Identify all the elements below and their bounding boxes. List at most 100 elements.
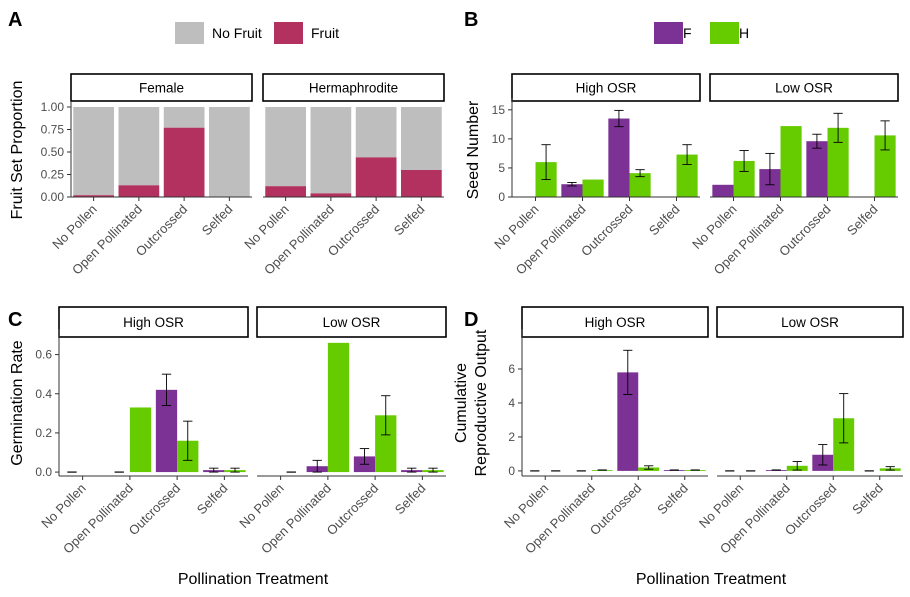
facet-label-d-0: High OSR: [585, 315, 646, 330]
panel-tag-b: B: [464, 9, 478, 31]
bar-H-b-1-3: [874, 135, 896, 197]
bar-H-b-1-1: [780, 126, 802, 197]
facet-label-a-1: Hermaphrodite: [309, 81, 398, 96]
bar-fruit-a-0-1: [118, 185, 160, 197]
bar-H-b-1-0: [733, 160, 755, 197]
y-tick-label-d-1: 2: [508, 430, 515, 444]
x-tick-label-a-1-3: Selfed: [391, 202, 428, 239]
bar-H-b-1-2: [827, 127, 849, 197]
facet-strip-c-0: [58, 306, 249, 338]
y-tick-label-c-1: 0.2: [35, 426, 52, 440]
bar-nofruit-a-0-2: [163, 107, 205, 128]
bar-F-b-1-0: [712, 184, 734, 197]
y-tick-label-a-4: 1.00: [41, 100, 65, 114]
x-tick-label-a-0-3: Selfed: [199, 202, 236, 239]
facet-label-c-0: High OSR: [123, 315, 184, 330]
facet-strip-a-0: [70, 73, 253, 102]
y-axis-title-c: Germination Rate: [9, 340, 26, 465]
panel-tag-c: C: [8, 309, 22, 331]
y-tick-label-c-0: 0.0: [35, 465, 52, 479]
legend-label-b-1: H: [739, 25, 749, 41]
y-tick-label-a-2: 0.50: [41, 145, 65, 159]
bar-F-b-0-1: [561, 184, 583, 197]
y-tick-label-d-3: 6: [508, 362, 515, 376]
y-tick-label-b-3: 15: [492, 103, 506, 117]
bar-F-d-0-2: [617, 372, 639, 471]
y-tick-label-c-3: 0.6: [35, 348, 52, 362]
y-axis-title-line-d: Cumulative: [453, 363, 470, 443]
legend-key-b-1: [710, 22, 739, 44]
bar-H-c-1-2: [375, 415, 397, 473]
legend-label-a-0: No Fruit: [212, 25, 262, 41]
y-tick-label-b-2: 10: [492, 132, 506, 146]
bar-nofruit-a-1-1: [310, 107, 352, 194]
bar-fruit-a-1-3: [401, 170, 442, 197]
facet-label-d-1: Low OSR: [781, 315, 839, 330]
y-tick-label-a-0: 0.00: [41, 190, 65, 204]
y-axis-title-line-b: Seed Number: [465, 100, 482, 199]
legend-key-a-0: [175, 22, 204, 44]
facet-label-b-0: High OSR: [576, 81, 637, 96]
panel-a: A Fruit Set Proportion No Fruit Fruit 0.00 0.…: [8, 9, 445, 278]
bar-H-c-0-1: [129, 407, 152, 473]
y-tick-label-d-0: 0: [508, 464, 515, 478]
facet-strip-d-0: [521, 306, 709, 338]
bar-fruit-a-0-0: [73, 195, 114, 197]
y-axis-title-line-a: Fruit Set Proportion: [9, 81, 26, 220]
x-tick-label-c-1-3: Selfed: [392, 481, 429, 518]
panel-tag-a: A: [8, 9, 22, 31]
legend-key-a-1: [274, 22, 303, 44]
bar-H-c-1-1: [327, 342, 350, 473]
bar-nofruit-a-0-0: [73, 107, 114, 196]
x-axis-title-left: Pollination Treatment: [178, 571, 329, 588]
y-tick-label-a-3: 0.75: [41, 123, 65, 137]
facet-label-c-1: Low OSR: [323, 315, 381, 330]
y-axis-title-line-c: Germination Rate: [9, 340, 26, 465]
facet-strip-b-0: [511, 73, 701, 102]
bar-H-d-1-2: [833, 418, 855, 471]
y-tick-label-c-2: 0.4: [35, 387, 52, 401]
bar-fruit-a-0-2: [163, 127, 205, 197]
panel-tag-d: D: [464, 309, 478, 331]
y-tick-label-a-1: 0.25: [41, 168, 65, 182]
y-tick-label-d-2: 4: [508, 396, 515, 410]
bar-H-b-0-2: [629, 173, 651, 197]
legend-label-b-0: F: [683, 25, 692, 41]
facet-label-a-0: Female: [139, 81, 184, 96]
bar-H-b-0-3: [676, 154, 698, 197]
bar-nofruit-a-1-3: [401, 107, 442, 170]
facet-strip-c-1: [256, 306, 447, 338]
y-tick-label-b-1: 5: [498, 161, 505, 175]
bar-H-b-0-1: [582, 179, 604, 197]
y-axis-title-b: Seed Number: [465, 100, 482, 199]
x-tick-label-d-1-3: Selfed: [849, 481, 886, 518]
bar-nofruit-a-0-1: [118, 107, 160, 186]
y-axis-title-line-d: Reproductive Output: [473, 329, 490, 476]
x-tick-label-c-0-2: Outcrossed: [126, 481, 184, 539]
bar-nofruit-a-1-0: [265, 107, 306, 187]
facet-strip-d-1: [716, 306, 904, 338]
bar-F-c-0-2: [155, 389, 178, 473]
x-tick-label-b-1-3: Selfed: [844, 202, 881, 239]
bar-nofruit-a-0-3: [209, 107, 250, 197]
y-axis-title-a: Fruit Set Proportion: [9, 81, 26, 220]
bar-fruit-a-1-1: [310, 193, 352, 197]
facet-strip-b-1: [709, 73, 899, 102]
x-axis-title-right: Pollination Treatment: [636, 571, 787, 588]
y-tick-label-b-0: 0: [498, 190, 505, 204]
bar-F-b-1-2: [806, 141, 828, 197]
x-tick-label-c-1-2: Outcrossed: [324, 481, 382, 539]
facet-label-b-1: Low OSR: [775, 81, 833, 96]
facet-strip-a-1: [262, 73, 445, 102]
legend-label-a-1: Fruit: [311, 25, 339, 41]
y-axis-title-d: Cumulative Reproductive Output: [453, 329, 490, 476]
bar-fruit-a-1-0: [265, 186, 306, 197]
bar-fruit-a-1-2: [355, 157, 397, 197]
x-tick-label-d-0-3: Selfed: [654, 481, 691, 518]
x-tick-label-c-0-3: Selfed: [194, 481, 231, 518]
bar-F-b-0-2: [608, 118, 630, 197]
